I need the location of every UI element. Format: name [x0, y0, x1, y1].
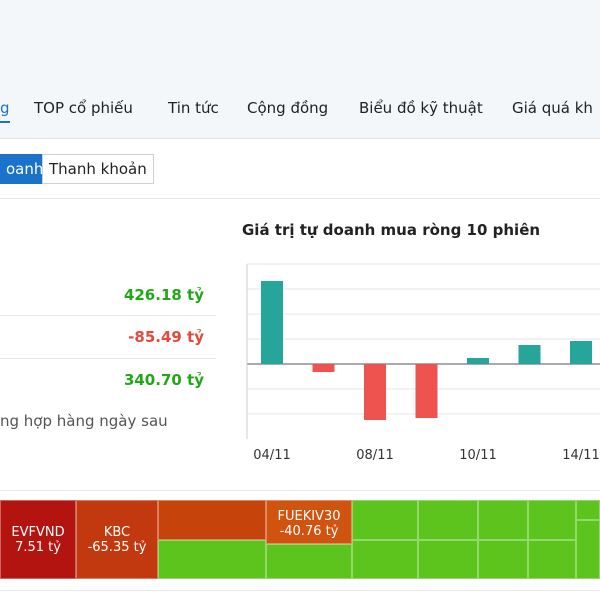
treemap-cell[interactable]: [478, 500, 528, 540]
treemap-cell[interactable]: [576, 520, 600, 579]
treemap: EVFVND 7.51 tỷ KBC -65.35 tỷ FUEKIV30 -4…: [0, 500, 600, 579]
tab[interactable]: Biểu đồ kỹ thuật: [359, 99, 483, 117]
row: [0, 273, 216, 316]
cell-name: FUEKIV30: [277, 509, 341, 524]
treemap-cell[interactable]: [478, 540, 528, 579]
x-tick-label: 04/11: [253, 448, 290, 463]
treemap-cell[interactable]: [528, 540, 576, 579]
x-tick-label: 08/11: [356, 448, 393, 463]
treemap-cell[interactable]: FUEKIV30 -40.76 tỷ: [266, 500, 352, 544]
treemap-cell[interactable]: [418, 500, 478, 540]
value: -85.49 tỷ: [128, 328, 204, 346]
cell-name: KBC: [103, 525, 131, 540]
bar: [364, 364, 386, 420]
chart: Giá trị tự doanh mua ròng 10 phiên 04/11…: [242, 221, 600, 463]
tab[interactable]: Giá quá kh: [512, 99, 593, 117]
divider: [0, 198, 600, 199]
treemap-cell[interactable]: [352, 540, 418, 579]
treemap-cell[interactable]: [352, 500, 418, 540]
x-tick-label: 10/11: [459, 448, 496, 463]
tab[interactable]: Tin tức: [168, 99, 219, 117]
treemap-cell[interactable]: [418, 540, 478, 579]
bar: [312, 364, 335, 372]
bar: [467, 358, 489, 364]
bar: [518, 345, 541, 364]
value: 340.70 tỷ: [123, 371, 204, 389]
tab[interactable]: Cộng đồng: [247, 99, 329, 117]
row: [0, 316, 216, 359]
button[interactable]: oanh: [0, 154, 51, 184]
tab[interactable]: g: [0, 99, 10, 123]
cell-value: -40.76 tỷ: [279, 524, 339, 539]
cell-name: EVFVND: [11, 525, 65, 540]
bar: [570, 341, 592, 364]
treemap-cell[interactable]: [158, 540, 266, 579]
button[interactable]: Thanh khoản: [42, 154, 154, 184]
note: ng hợp hàng ngày sau: [0, 412, 168, 430]
x-tick-label: 14/11: [562, 448, 599, 463]
value: 426.18 tỷ: [123, 286, 204, 304]
treemap-cell[interactable]: [528, 500, 576, 540]
treemap-cell[interactable]: EVFVND 7.51 tỷ: [0, 500, 76, 579]
treemap-cell[interactable]: KBC -65.35 tỷ: [76, 500, 158, 579]
divider: [0, 590, 600, 591]
tab[interactable]: TOP cổ phiếu: [34, 99, 133, 117]
bar: [261, 281, 283, 364]
cell-value: -65.35 tỷ: [87, 540, 147, 555]
chart-title: Giá trị tự doanh mua ròng 10 phiên: [242, 221, 540, 239]
tab-bar: g TOP cổ phiếu Tin tức Cộng đồng Biểu đồ…: [0, 90, 600, 139]
treemap-cell[interactable]: [266, 544, 352, 579]
treemap-cell[interactable]: [158, 500, 266, 540]
header-bg: [0, 0, 600, 90]
bar: [415, 364, 438, 418]
treemap-cell[interactable]: [576, 500, 600, 520]
divider: [0, 490, 600, 491]
cell-value: 7.51 tỷ: [15, 540, 61, 555]
